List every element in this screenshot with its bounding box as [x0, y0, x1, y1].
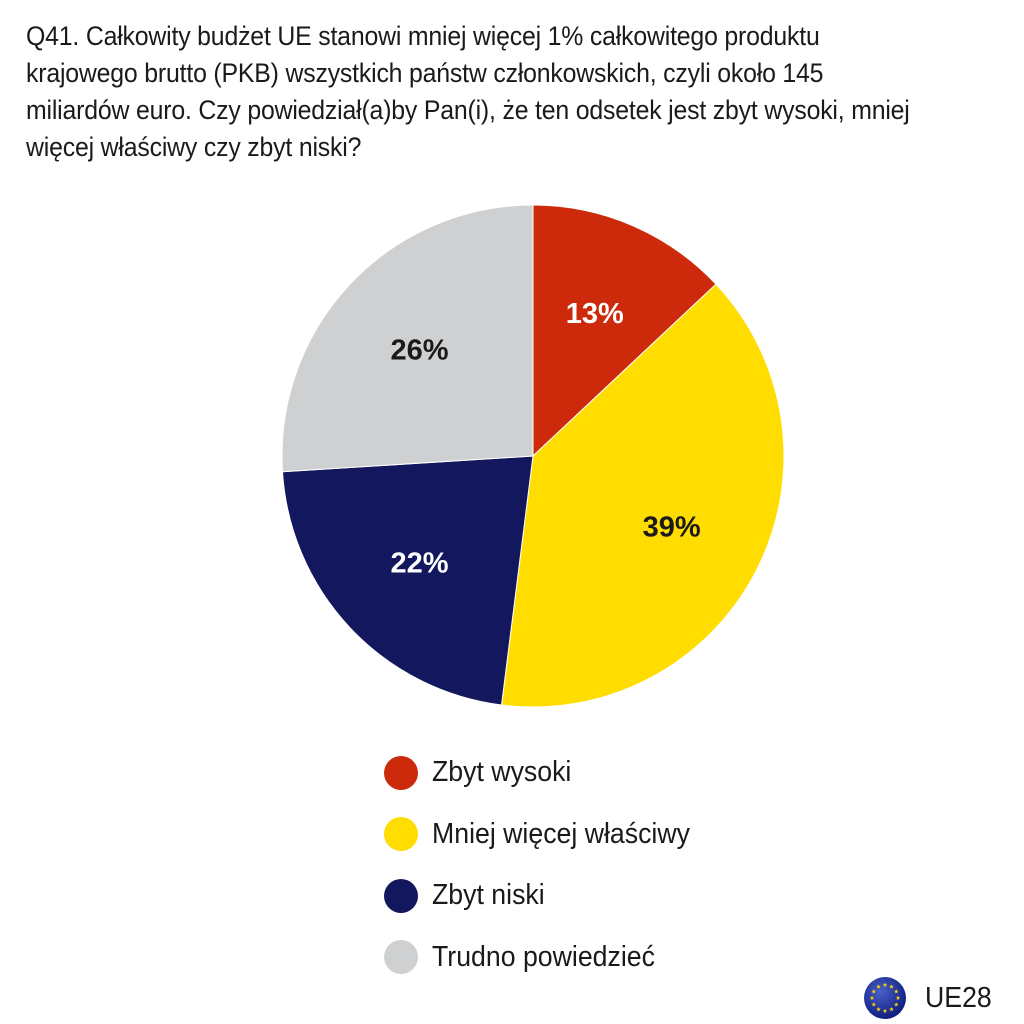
pie-slice-0 — [532, 204, 717, 458]
legend-swatch — [384, 878, 418, 913]
legend: Zbyt wysoki Mniej więcej właściwy Zbyt n… — [384, 742, 712, 988]
slice-data-label: 13% — [566, 298, 624, 330]
eu-star — [889, 1006, 895, 1012]
slice-data-label: 39% — [643, 512, 701, 544]
eu-star — [871, 1002, 877, 1007]
chart-title: Q41. Całkowity budżet UE stanowi mniej w… — [26, 21, 910, 162]
eu-star — [870, 995, 875, 1000]
legend-item-zbyt-wysoki: Zbyt wysoki — [384, 742, 712, 804]
eu-star — [876, 1006, 882, 1012]
slice-data-label: 22% — [391, 548, 449, 580]
legend-item-zbyt-niski: Zbyt niski — [384, 865, 712, 927]
footer: UE28 — [863, 976, 998, 1020]
eu-star — [894, 989, 899, 994]
eu-star — [876, 984, 882, 989]
legend-item-mniej-wiecej-wlasciwy: Mniej więcej właściwy — [384, 804, 712, 866]
slice-data-label: 26% — [391, 334, 449, 366]
legend-swatch — [384, 755, 418, 790]
legend-label: Trudno powiedzieć — [432, 940, 655, 973]
legend-swatch — [384, 817, 418, 852]
legend-swatch — [384, 940, 418, 975]
pie-slice-2 — [281, 455, 534, 706]
eu-star — [871, 989, 877, 994]
legend-label: Zbyt wysoki — [432, 756, 572, 789]
eu-star — [883, 982, 888, 987]
legend-label: Mniej więcej właściwy — [432, 817, 690, 850]
legend-item-trudno-powiedziec: Trudno powiedzieć — [384, 927, 712, 989]
eu-star — [894, 1002, 899, 1007]
legend-label: Zbyt niski — [432, 879, 545, 912]
pie-slice-1 — [500, 283, 785, 708]
footer-label: UE28 — [925, 981, 993, 1014]
eu-flag-icon — [864, 977, 907, 1019]
eu-star — [889, 984, 895, 989]
eu-star — [883, 1008, 888, 1013]
pie-slice-3 — [281, 204, 534, 473]
eu-star — [896, 995, 901, 1000]
